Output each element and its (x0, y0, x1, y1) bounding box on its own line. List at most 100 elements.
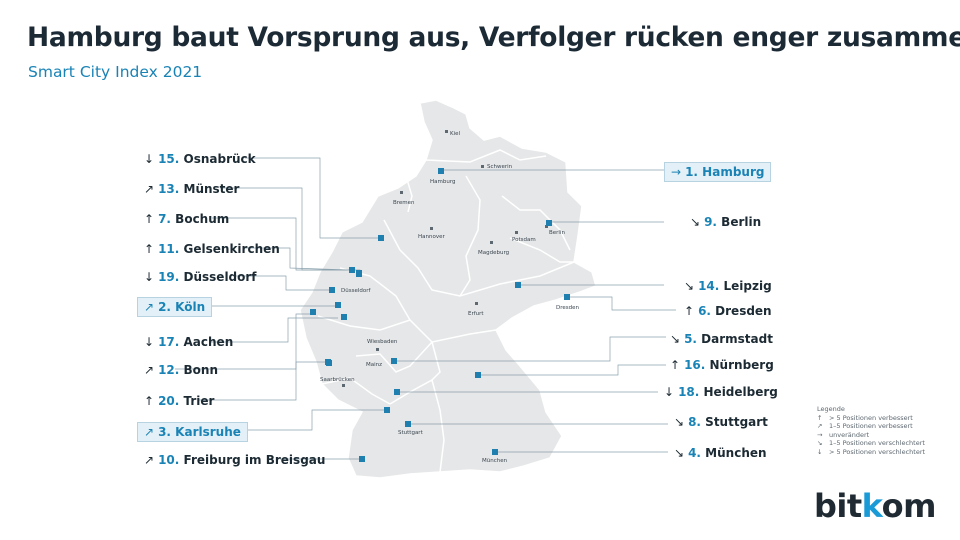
ranking-label: ↗ 10. Freiburg im Breisgau (140, 451, 329, 469)
city-name: Stuttgart (705, 415, 768, 429)
legend-item: ↑ > 5 Positionen verbessert (817, 414, 925, 423)
city-marker (492, 449, 498, 455)
trend-arrow: ↗ (144, 363, 155, 377)
ranking-label: ↑ 16. Nürnberg (666, 356, 778, 374)
city-marker (359, 456, 365, 462)
city-marker (341, 314, 347, 320)
legend-arrow: → (817, 430, 823, 439)
trend-arrow: ↑ (670, 358, 681, 372)
city-marker (564, 294, 570, 300)
rank-number: 20. (158, 394, 180, 408)
map-city-name: Magdeburg (478, 250, 509, 256)
trend-arrow: ↘ (670, 332, 681, 346)
ranking-label: ↘ 9. Berlin (686, 213, 765, 231)
city-name: Aachen (183, 335, 234, 349)
ranking-label: ↗ 13. Münster (140, 180, 243, 198)
trend-arrow: ↗ (144, 425, 155, 439)
trend-arrow: ↘ (674, 446, 685, 460)
city-name: Darmstadt (701, 332, 773, 346)
rank-number: 6. (698, 304, 711, 318)
trend-arrow: ↗ (144, 300, 155, 314)
ranking-label: ↘ 4. München (670, 444, 771, 462)
rank-number: 7. (158, 212, 171, 226)
legend-arrow: ↑ (817, 413, 823, 422)
bitkom-logo: bitkom (814, 487, 936, 525)
city-name: Dresden (715, 304, 772, 318)
ranking-label: ↓ 18. Heidelberg (660, 383, 782, 401)
ranking-label: → 1. Hamburg (664, 162, 772, 182)
ranking-label: ↗ 12. Bonn (140, 361, 222, 379)
city-name: Düsseldorf (183, 270, 257, 284)
ranking-label: ↓ 15. Osnabrück (140, 150, 260, 168)
city-marker (335, 302, 341, 308)
map-city-name: Hannover (418, 234, 445, 240)
city-marker (326, 360, 332, 366)
trend-arrow: ↗ (144, 453, 155, 467)
legend-item: → unverändert (817, 431, 925, 440)
map-city-name: Wiesbaden (367, 339, 398, 345)
rank-number: 18. (678, 385, 700, 399)
ranking-label: ↑ 11. Gelsenkirchen (140, 240, 284, 258)
city-name: Trier (183, 394, 215, 408)
map-city-name: Potsdam (512, 237, 536, 243)
rank-number: 13. (158, 182, 180, 196)
logo-part-bit: bit (814, 487, 862, 525)
rank-number: 15. (158, 152, 180, 166)
map-city-name: Stuttgart (398, 430, 424, 436)
city-marker (349, 267, 355, 273)
rank-number: 9. (704, 215, 717, 229)
map-city-dots (342, 130, 548, 387)
rank-number: 8. (688, 415, 701, 429)
city-marker (391, 358, 397, 364)
map-city-name: Dresden (556, 305, 579, 311)
ranking-label: ↓ 19. Düsseldorf (140, 268, 261, 286)
city-name: Gelsenkirchen (183, 242, 280, 256)
map-city-name: Erfurt (468, 311, 484, 317)
ranking-label: ↘ 8. Stuttgart (670, 413, 772, 431)
rank-number: 12. (158, 363, 180, 377)
city-name: Karlsruhe (175, 425, 241, 439)
logo-part-m: m (903, 487, 936, 525)
map-city-name: Berlin (549, 230, 565, 236)
map-city-name: Hamburg (430, 179, 456, 185)
trend-arrow: ↑ (144, 212, 155, 226)
city-name: Bochum (175, 212, 230, 226)
ranking-label: ↑ 6. Dresden (680, 302, 776, 320)
city-marker (394, 389, 400, 395)
map-city-names: Kiel Schwerin Hamburg Bremen Berlin Potsdam Ha… (320, 131, 579, 464)
rank-number: 10. (158, 453, 180, 467)
legend-text: 1–5 Positionen verbessert (829, 422, 913, 431)
logo-part-o: o (881, 487, 904, 525)
legend-arrow: ↓ (817, 447, 823, 456)
ranking-label: ↘ 14. Leipzig (680, 277, 776, 295)
germany-outline (299, 99, 597, 479)
city-marker (546, 220, 552, 226)
map-city-name: Mainz (366, 362, 382, 368)
city-name: München (705, 446, 767, 460)
legend: Legende ↑ > 5 Positionen verbessert ↗ 1–5 P… (817, 405, 925, 457)
city-name: Leipzig (723, 279, 772, 293)
ranking-label: ↓ 17. Aachen (140, 333, 237, 351)
city-marker (438, 168, 444, 174)
trend-arrow: ↗ (144, 182, 155, 196)
city-name: Berlin (721, 215, 762, 229)
trend-arrow: ↘ (684, 279, 695, 293)
city-marker (356, 271, 362, 277)
city-name: Bonn (183, 363, 218, 377)
city-name: Osnabrück (183, 152, 256, 166)
trend-arrow: ↓ (144, 152, 155, 166)
trend-arrow: ↓ (664, 385, 675, 399)
map-city-name: München (482, 458, 508, 464)
map-city-name: Kiel (450, 131, 461, 137)
state-borders (317, 149, 575, 473)
trend-arrow: → (671, 165, 682, 179)
map-city-name: Düsseldorf (341, 288, 371, 294)
city-name: Freiburg im Breisgau (183, 453, 326, 467)
trend-arrow: ↓ (144, 270, 155, 284)
trend-arrow: ↑ (144, 394, 155, 408)
city-name: Nürnberg (709, 358, 774, 372)
city-markers (310, 168, 570, 462)
legend-item: ↘ 1–5 Positionen verschlechtert (817, 439, 925, 448)
logo-part-k: k (861, 487, 882, 525)
